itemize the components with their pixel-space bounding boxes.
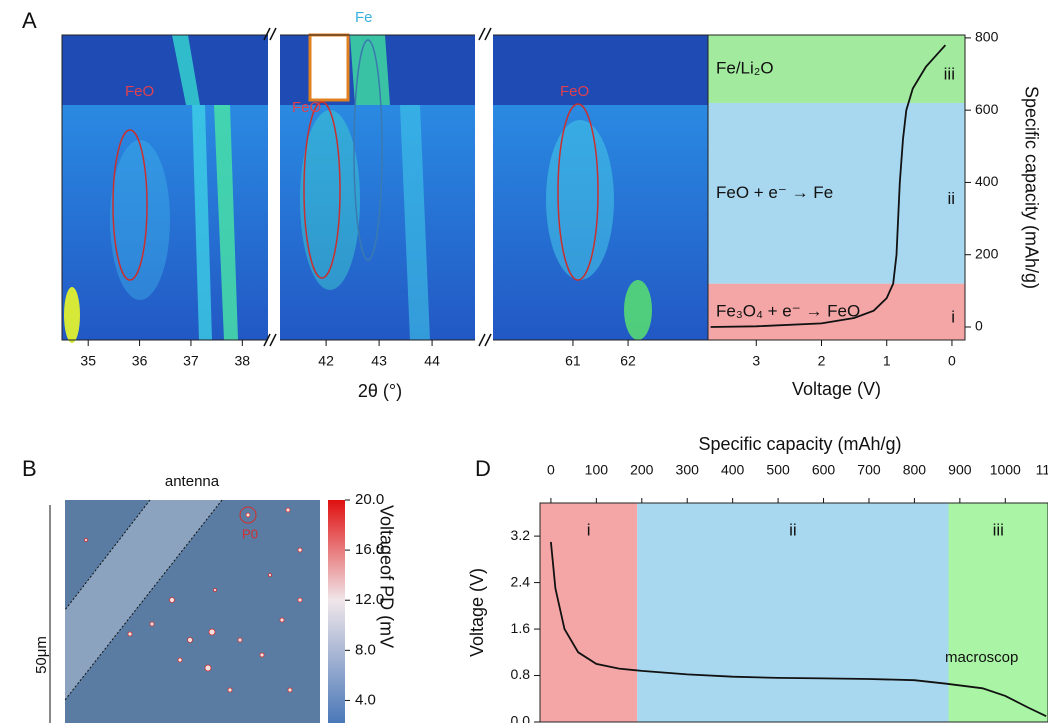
- x-axis-label: 2θ (°): [358, 381, 402, 401]
- region: [708, 35, 965, 103]
- marker-label: P0: [242, 526, 258, 541]
- region: [708, 283, 965, 340]
- peak-label: FeO: [125, 83, 154, 100]
- panel-letter: B: [22, 456, 37, 481]
- data-line: [550, 541, 1047, 718]
- x-tick-label: 200: [630, 462, 654, 478]
- x-tick-label: 1: [883, 353, 891, 369]
- x-tick-label: 900: [948, 462, 972, 478]
- region-numeral: ii: [789, 520, 797, 539]
- x-tick-label: 44: [424, 353, 440, 369]
- plot-frame: [539, 502, 1048, 723]
- colorbar-tick-label: 16.0: [355, 541, 384, 558]
- y-tick-label: 0.0: [511, 713, 531, 723]
- x-tick-label: 61: [565, 353, 581, 369]
- region-numeral: i: [587, 520, 591, 539]
- x-tick-label: 800: [903, 462, 927, 478]
- panel-letter: D: [475, 456, 491, 481]
- potential-map: [49, 499, 345, 723]
- region-numeral: iii: [993, 520, 1004, 539]
- region-numeral: ii: [947, 189, 955, 208]
- y-tick-label: 3.2: [511, 527, 531, 543]
- region: [708, 102, 965, 284]
- region-numeral: i: [951, 307, 955, 326]
- x-tick-label: 43: [371, 353, 387, 369]
- x-tick-label: 3: [752, 353, 760, 369]
- region-label: Fe/Li₂O: [716, 58, 774, 77]
- region-numeral: iii: [944, 64, 955, 83]
- colorbar-tick-label: 4.0: [355, 691, 376, 708]
- region-label: FeO + e⁻ → Fe: [716, 183, 833, 202]
- peak-label: FeO: [292, 99, 321, 116]
- x-tick-label: 1000: [990, 462, 1021, 478]
- annotation: macroscop: [945, 649, 1018, 666]
- x-tick-label: 38: [235, 353, 251, 369]
- x-tick-label: 0: [547, 462, 555, 478]
- scale-bar-label: 50μm: [33, 636, 50, 674]
- x-tick-label: 35: [80, 353, 96, 369]
- x-tick-label: 600: [812, 462, 836, 478]
- x-tick-label: 100: [585, 462, 609, 478]
- colorbar-label: Voltageof PD (mV: [376, 505, 396, 648]
- x-tick-label: 400: [721, 462, 745, 478]
- y-tick-label: 400: [975, 173, 999, 189]
- plot-frame: [707, 34, 966, 341]
- y-tick-label: 1.6: [511, 620, 531, 636]
- x-tick-label: 62: [620, 353, 636, 369]
- y-tick-label: 0: [975, 318, 983, 334]
- map-title: antenna: [165, 473, 220, 490]
- data-line: [710, 44, 947, 328]
- y-tick-label: 600: [975, 101, 999, 117]
- y-tick-label: 200: [975, 245, 999, 261]
- peak-label: Fe: [355, 9, 373, 26]
- colorbar-tick-label: 12.0: [355, 591, 384, 608]
- x-tick-label: 37: [183, 353, 199, 369]
- x-tick-label: 700: [857, 462, 881, 478]
- region: [637, 503, 949, 722]
- xrd-heatmaps: [61, 25, 709, 350]
- region-label: Fe₃O₄ + e⁻ → FeO: [716, 301, 860, 320]
- x-axis-label: Voltage (V): [792, 379, 881, 399]
- y-axis-label: Specific capacity (mAh/g): [1021, 86, 1041, 289]
- x-tick-label: 1100: [1036, 462, 1048, 478]
- y-tick-label: 800: [975, 29, 999, 45]
- region: [540, 503, 638, 722]
- x-axis-label: Specific capacity (mAh/g): [698, 434, 901, 454]
- x-tick-label: 2: [818, 353, 826, 369]
- x-tick-label: 0: [948, 353, 956, 369]
- x-tick-label: 500: [766, 462, 790, 478]
- y-tick-label: 0.8: [511, 666, 531, 682]
- panel-letter: A: [22, 8, 37, 33]
- y-axis-label: Voltage (V): [467, 568, 487, 657]
- x-tick-label: 42: [318, 353, 334, 369]
- x-tick-label: 36: [132, 353, 148, 369]
- y-tick-label: 2.4: [511, 573, 531, 589]
- colorbar-tick-label: 20.0: [355, 491, 384, 508]
- colorbar-tick-label: 8.0: [355, 641, 376, 658]
- peak-label: FeO: [560, 83, 589, 100]
- x-tick-label: 300: [676, 462, 700, 478]
